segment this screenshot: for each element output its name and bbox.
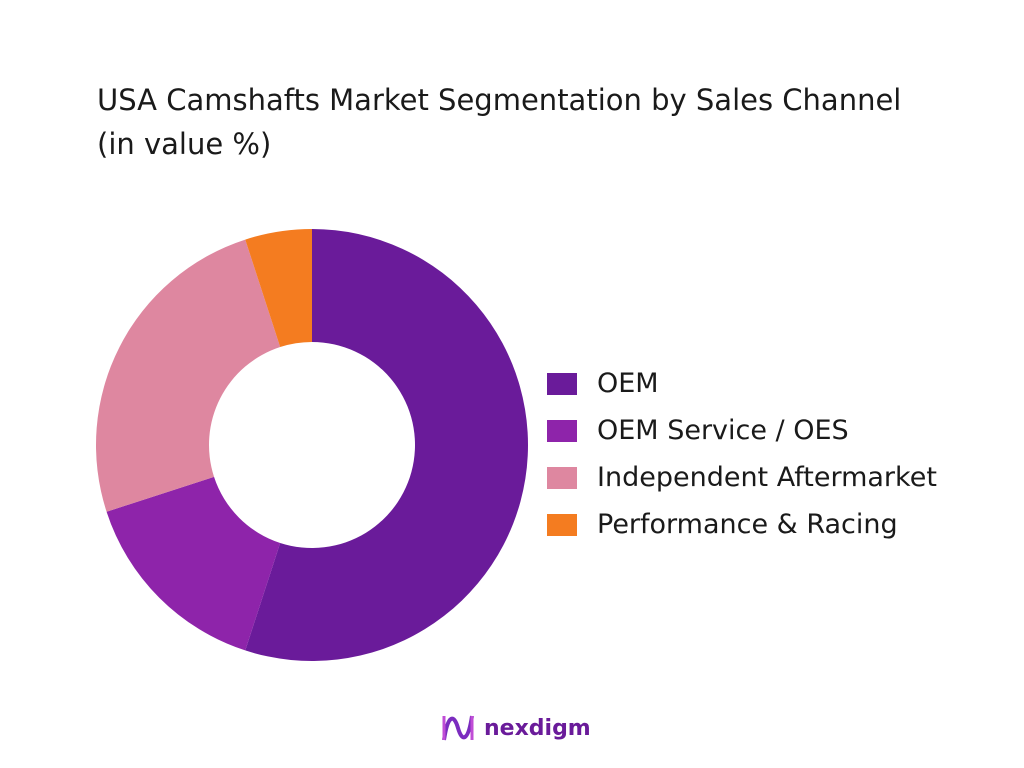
legend-item: OEM (547, 360, 937, 407)
nexdigm-logo-icon (442, 715, 474, 741)
legend-label: OEM Service / OES (597, 415, 849, 446)
legend-swatch (547, 372, 577, 395)
legend-label: Independent Aftermarket (597, 462, 937, 493)
chart-title: USA Camshafts Market Segmentation by Sal… (97, 83, 902, 161)
logo-text: nexdigm (484, 715, 591, 741)
legend-item: Independent Aftermarket (547, 454, 937, 501)
legend-swatch (547, 419, 577, 442)
legend-item: OEM Service / OES (547, 407, 937, 454)
legend-swatch (547, 513, 577, 536)
donut-slice-independent-aftermarket (95, 239, 281, 512)
donut-slice-oem (245, 229, 528, 661)
logo: nexdigm (440, 710, 591, 746)
legend-label: OEM (597, 368, 659, 399)
legend: OEM OEM Service / OES Independent Aftermar… (547, 360, 937, 548)
legend-label: Performance & Racing (597, 509, 898, 540)
legend-swatch (547, 466, 577, 489)
donut-slice-performance-racing (245, 229, 312, 348)
donut-slice-oem-service-oes (106, 476, 281, 651)
legend-item: Performance & Racing (547, 501, 937, 548)
